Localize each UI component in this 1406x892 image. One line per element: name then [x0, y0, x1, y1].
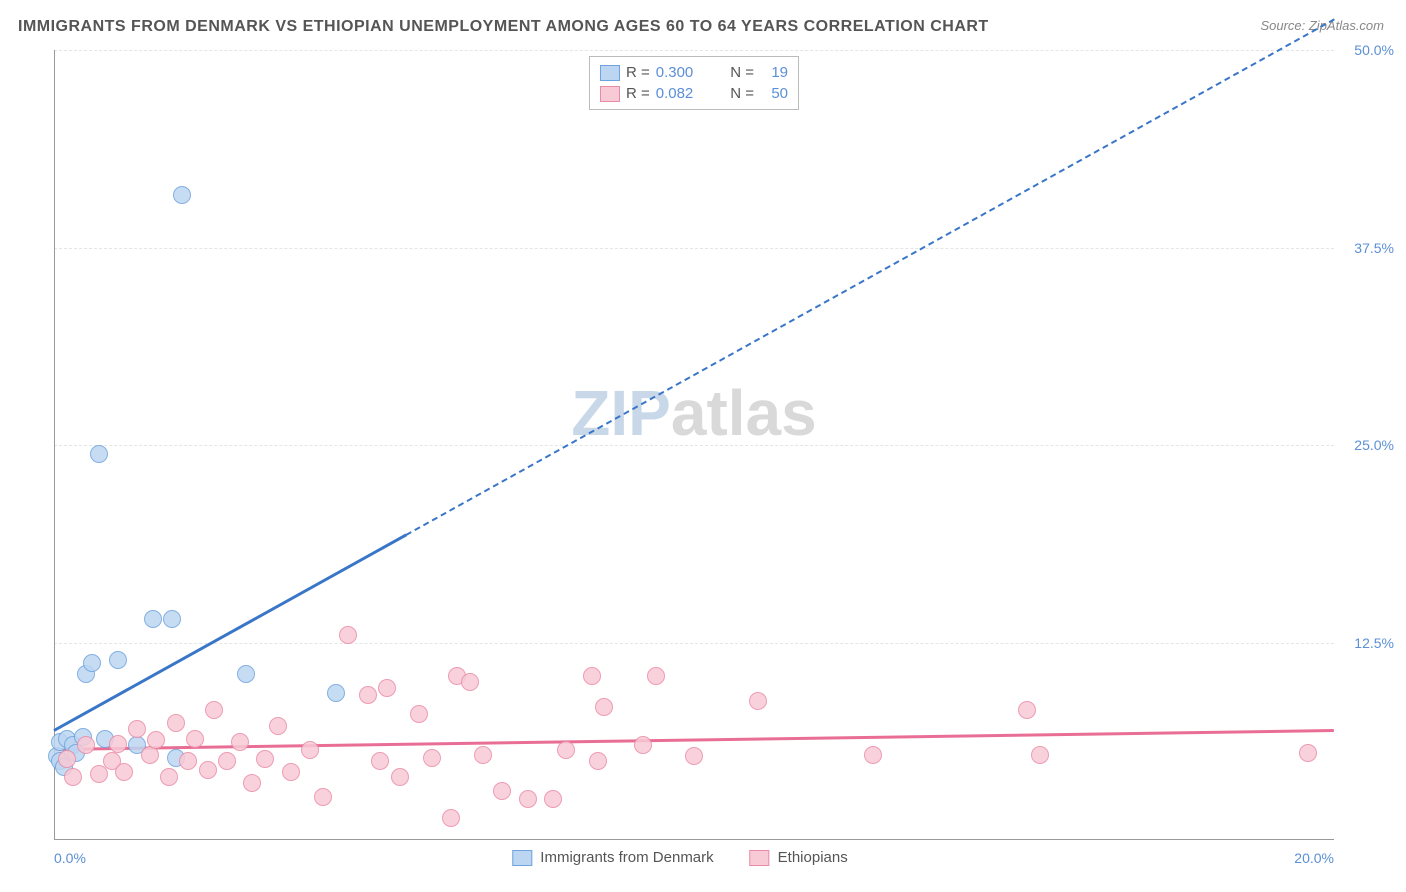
data-point — [269, 717, 287, 735]
y-tick-label: 37.5% — [1339, 240, 1394, 256]
data-point — [1031, 746, 1049, 764]
data-point — [519, 790, 537, 808]
legend-n-value: 50 — [760, 83, 788, 104]
data-point — [493, 782, 511, 800]
legend-r-label: R = — [626, 62, 650, 83]
data-point — [301, 741, 319, 759]
data-point — [205, 701, 223, 719]
data-point — [199, 761, 217, 779]
data-point — [58, 750, 76, 768]
data-point — [391, 768, 409, 786]
x-tick-label: 20.0% — [1294, 850, 1334, 866]
data-point — [160, 768, 178, 786]
legend-row: R = 0.300 N = 19 — [600, 62, 788, 83]
data-point — [231, 733, 249, 751]
data-point — [423, 749, 441, 767]
data-point — [90, 445, 108, 463]
data-point — [647, 667, 665, 685]
data-point — [359, 686, 377, 704]
data-point — [237, 665, 255, 683]
data-point — [544, 790, 562, 808]
legend-series-label: Immigrants from Denmark — [540, 849, 713, 866]
x-tick-label: 0.0% — [54, 850, 86, 866]
legend-n-label: N = — [730, 62, 754, 83]
data-point — [173, 186, 191, 204]
data-point — [109, 735, 127, 753]
data-point — [371, 752, 389, 770]
data-point — [256, 750, 274, 768]
data-point — [474, 746, 492, 764]
data-point — [685, 747, 703, 765]
chart-title: IMMIGRANTS FROM DENMARK VS ETHIOPIAN UNE… — [18, 18, 989, 36]
watermark: ZIPatlas — [571, 376, 816, 450]
data-point — [115, 763, 133, 781]
data-point — [144, 610, 162, 628]
data-point — [378, 679, 396, 697]
legend-swatch — [600, 65, 620, 81]
data-point — [64, 768, 82, 786]
legend-swatch — [512, 850, 532, 866]
legend-n-value: 19 — [760, 62, 788, 83]
data-point — [410, 705, 428, 723]
y-tick-label: 12.5% — [1339, 635, 1394, 651]
trendline — [406, 19, 1335, 536]
data-point — [589, 752, 607, 770]
data-point — [314, 788, 332, 806]
gridline — [54, 643, 1334, 644]
legend-r-label: R = — [626, 83, 650, 104]
data-point — [83, 654, 101, 672]
data-point — [77, 736, 95, 754]
legend-r-value: 0.300 — [656, 62, 706, 83]
y-tick-label: 50.0% — [1339, 42, 1394, 58]
legend-n-label: N = — [730, 83, 754, 104]
data-point — [864, 746, 882, 764]
data-point — [243, 774, 261, 792]
data-point — [1018, 701, 1036, 719]
data-point — [163, 610, 181, 628]
data-point — [557, 741, 575, 759]
legend-swatch — [750, 850, 770, 866]
data-point — [179, 752, 197, 770]
legend-r-value: 0.082 — [656, 83, 706, 104]
data-point — [595, 698, 613, 716]
data-point — [147, 731, 165, 749]
data-point — [583, 667, 601, 685]
data-point — [109, 651, 127, 669]
data-point — [282, 763, 300, 781]
scatter-plot: 12.5%25.0%37.5%50.0%0.0%20.0%ZIPatlasR =… — [54, 50, 1334, 840]
data-point — [442, 809, 460, 827]
source-prefix: Source: — [1260, 18, 1308, 33]
y-axis-line — [54, 50, 55, 840]
data-point — [749, 692, 767, 710]
data-point — [461, 673, 479, 691]
data-point — [186, 730, 204, 748]
gridline — [54, 50, 1334, 51]
data-point — [128, 720, 146, 738]
legend-stats: R = 0.300 N = 19R = 0.082 N = 50 — [589, 56, 799, 110]
gridline — [54, 445, 1334, 446]
x-axis-line — [54, 839, 1334, 840]
data-point — [1299, 744, 1317, 762]
gridline — [54, 248, 1334, 249]
data-point — [218, 752, 236, 770]
y-tick-label: 25.0% — [1339, 437, 1394, 453]
legend-swatch — [600, 86, 620, 102]
data-point — [167, 714, 185, 732]
legend-row: R = 0.082 N = 50 — [600, 83, 788, 104]
data-point — [327, 684, 345, 702]
data-point — [339, 626, 357, 644]
legend-series-label: Ethiopians — [778, 849, 848, 866]
legend-series: Immigrants from Denmark Ethiopians — [512, 849, 875, 866]
data-point — [634, 736, 652, 754]
